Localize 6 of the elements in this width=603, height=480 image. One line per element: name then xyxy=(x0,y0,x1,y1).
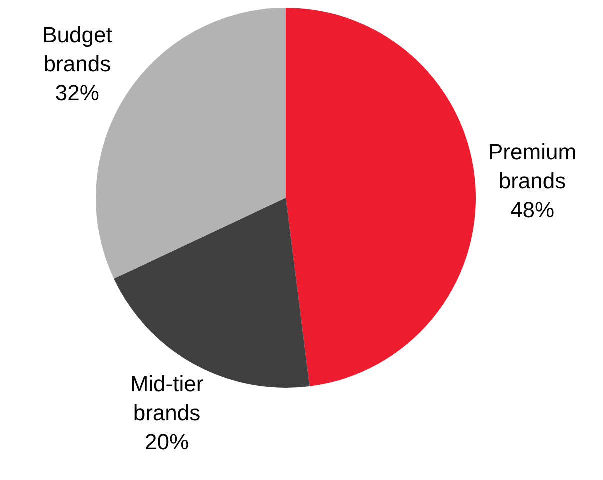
slice-label: Budget brands xyxy=(42,22,112,77)
data-label: 20% xyxy=(144,430,190,455)
slice-label: Mid-tier brands xyxy=(130,372,204,426)
slice-label: Premium brands xyxy=(488,140,577,194)
data-label: 32% xyxy=(55,80,100,106)
data-label: 48% xyxy=(510,198,555,223)
